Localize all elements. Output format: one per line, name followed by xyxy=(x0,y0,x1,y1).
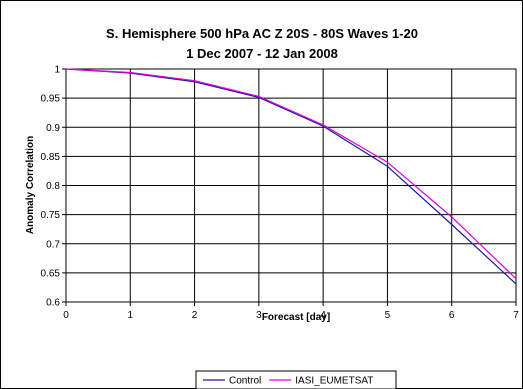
y-tick-label: 1 xyxy=(54,65,60,76)
legend-label-control: Control xyxy=(229,376,261,387)
y-tick-label: 0.7 xyxy=(46,239,60,250)
x-tick-label: 7 xyxy=(513,310,519,321)
x-tick-label: 2 xyxy=(192,310,198,321)
y-tick-label: 0.95 xyxy=(41,94,61,105)
y-tick-label: 0.75 xyxy=(41,210,61,221)
y-axis-label: Anomaly Correlation xyxy=(25,136,36,234)
series-lines xyxy=(65,68,517,285)
series-line-iasi-eumetsat xyxy=(65,68,517,280)
x-tick-label: 3 xyxy=(256,310,262,321)
x-axis-label: Forecast [day] xyxy=(262,312,330,323)
x-axis-ticks: 0 1 2 3 4 5 6 7 xyxy=(63,302,519,321)
y-tick-label: 0.85 xyxy=(41,152,61,163)
legend: Control IASI_EUMETSAT xyxy=(195,370,397,389)
chart-title-line2: 1 Dec 2007 - 12 Jan 2008 xyxy=(186,46,338,61)
x-tick-label: 4 xyxy=(320,310,326,321)
x-tick-label: 5 xyxy=(385,310,391,321)
y-tick-label: 0.65 xyxy=(41,268,61,279)
x-tick-label: 1 xyxy=(128,310,134,321)
y-tick-label: 0.9 xyxy=(46,123,60,134)
x-tick-label: 0 xyxy=(63,310,69,321)
legend-label-iasi-eumetsat: IASI_EUMETSAT xyxy=(295,376,373,387)
legend-box xyxy=(195,370,397,389)
series-line-control xyxy=(65,68,517,285)
y-tick-label: 0.8 xyxy=(46,181,60,192)
y-axis-ticks: 0.6 0.65 0.7 0.75 0.8 0.85 0.9 0.95 1 xyxy=(41,65,66,309)
chart-title-line1: S. Hemisphere 500 hPa AC Z 20S - 80S Wav… xyxy=(106,26,418,41)
x-tick-label: 6 xyxy=(449,310,455,321)
y-tick-label: 0.6 xyxy=(46,298,60,309)
